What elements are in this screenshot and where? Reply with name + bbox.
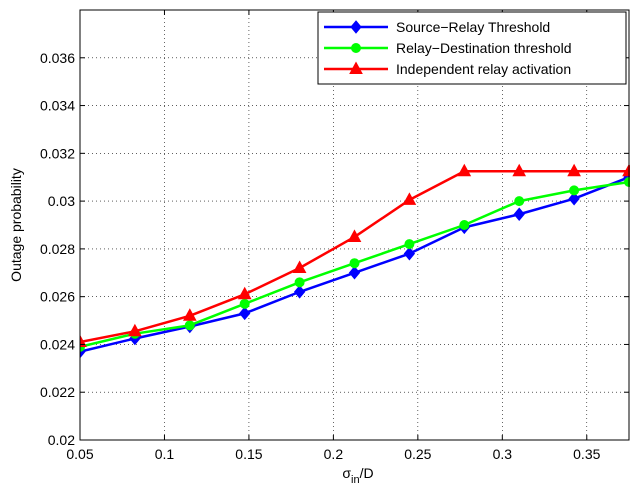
x-tick-label: 0.35	[573, 446, 600, 462]
data-point	[292, 260, 307, 273]
y-axis: 0.02 0.022 0.024 0.026 0.028 0.03 0.032 0.034 0.…	[40, 50, 629, 448]
data-point	[239, 298, 250, 309]
data-point	[128, 323, 142, 337]
data-point	[182, 308, 197, 321]
legend-item-3: Independent relay activation	[324, 61, 571, 77]
data-point	[568, 191, 580, 206]
legend-label: Independent relay activation	[396, 61, 571, 77]
y-tick-label: 0.032	[40, 145, 75, 161]
x-tick-label: 0.25	[404, 446, 431, 462]
y-tick-label: 0.034	[40, 98, 75, 114]
series-3	[80, 163, 630, 348]
data-point	[402, 192, 417, 205]
data-point	[624, 177, 630, 187]
x-axis-label-suffix: /D	[360, 465, 374, 481]
legend-item-1: Source−Relay Threshold	[324, 19, 550, 35]
data-point	[294, 277, 305, 288]
plot-frame	[79, 9, 630, 441]
legend-item-2: Relay−Destination threshold	[324, 40, 572, 56]
x-tick-label: 0.2	[324, 446, 344, 462]
data-point	[348, 265, 361, 280]
y-tick-label: 0.03	[48, 193, 75, 209]
data-point	[403, 246, 416, 261]
data-point	[239, 306, 251, 321]
y-tick-label: 0.036	[40, 50, 75, 66]
data-point	[237, 286, 252, 300]
x-tick-label: 0.15	[235, 446, 262, 462]
x-tick-label: 0.05	[66, 446, 93, 462]
data-point	[567, 163, 581, 177]
x-axis: 0.05 0.1 0.15 0.2 0.25 0.3 0.35	[66, 10, 601, 462]
data-point	[459, 220, 470, 230]
data-point	[513, 207, 525, 222]
legend: Source−Relay Threshold Relay−Destination …	[317, 11, 627, 85]
y-axis-label: Outage probability	[8, 168, 24, 282]
data-point	[293, 285, 306, 299]
x-axis-label: σin/D	[342, 465, 373, 486]
legend-swatch-marker	[350, 20, 362, 34]
data-point	[404, 239, 415, 250]
data-point	[80, 334, 87, 348]
data-point	[569, 185, 580, 196]
legend-label: Relay−Destination threshold	[396, 40, 572, 56]
x-tick-label: 0.3	[493, 446, 513, 462]
y-tick-label: 0.022	[40, 384, 75, 400]
series-2	[80, 177, 630, 352]
data-point	[184, 320, 195, 331]
data-point	[514, 196, 525, 207]
y-tick-label: 0.026	[40, 289, 75, 305]
x-tick-label: 0.1	[155, 446, 175, 462]
legend-label: Source−Relay Threshold	[396, 19, 550, 35]
data-point	[349, 258, 360, 269]
y-tick-label: 0.024	[40, 336, 75, 352]
data-point	[347, 229, 362, 242]
x-axis-label-main: σ	[342, 465, 351, 481]
series-layer	[80, 163, 630, 359]
legend-swatch-marker	[351, 43, 361, 53]
data-point	[457, 163, 472, 177]
legend-swatch-marker	[349, 61, 363, 74]
y-tick-label: 0.028	[40, 241, 75, 257]
data-point	[512, 163, 527, 177]
x-axis-label-subscript: in	[351, 474, 360, 486]
y-tick-label: 0.02	[48, 432, 75, 448]
